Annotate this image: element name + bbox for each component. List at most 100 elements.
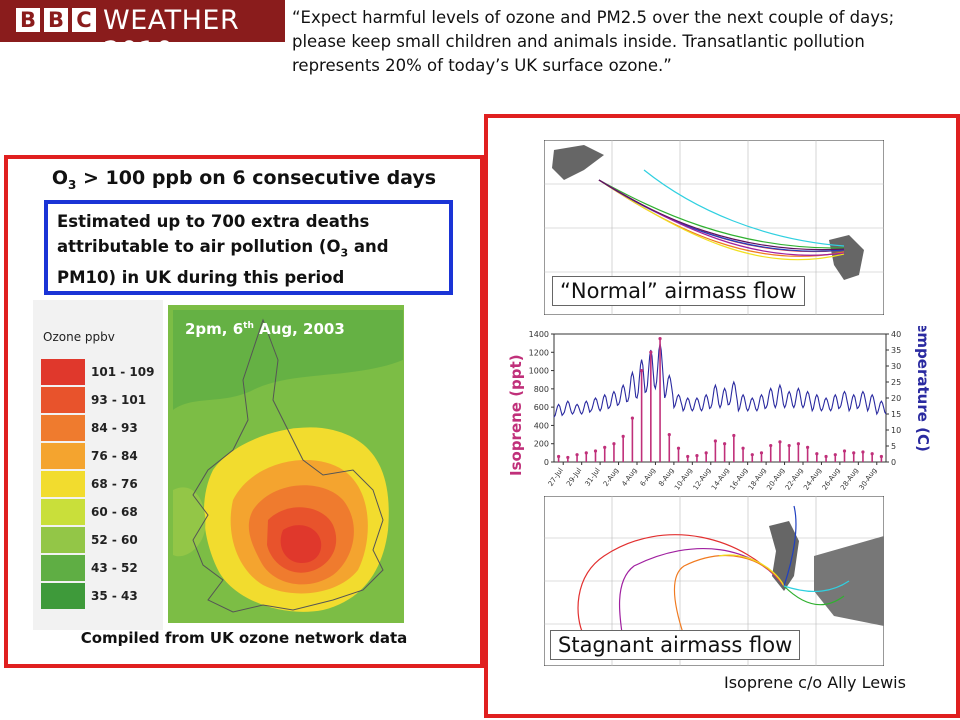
normal-flow-caption: “Normal” airmass flow [552, 276, 805, 306]
isoprene-point [603, 445, 607, 449]
deaths-text-b: and PM10) in UK during this period [57, 237, 389, 288]
isoprene-point [704, 451, 708, 455]
title-sub: 3 [68, 177, 77, 192]
logo-letter-b2: B [44, 8, 68, 32]
isoprene-point [815, 452, 819, 456]
isoprene-point [566, 455, 570, 460]
legend-row: 68 - 76 [41, 470, 154, 498]
legend-swatch [41, 387, 85, 413]
legend-label: 60 - 68 [91, 505, 138, 519]
isoprene-point [796, 442, 800, 446]
normal-trajectories [598, 169, 845, 261]
legend-swatch [41, 443, 85, 469]
x-tick-label: 16-Aug [728, 467, 749, 492]
x-tick-label: 8-Aug [657, 467, 675, 488]
isoprene-point [741, 446, 745, 450]
isoprene-point [649, 350, 653, 354]
airmass-panel: “Normal” airmass flow 0 200 400 600 800 1000 1… [484, 114, 960, 718]
isoprene-point [584, 451, 588, 455]
contour-43-52 [173, 310, 403, 410]
legend-swatch [41, 583, 85, 609]
deaths-text-sub: 3 [340, 246, 349, 260]
isoprene-point [658, 336, 662, 341]
y2-axis-label: Temperature (C) [914, 326, 932, 452]
logo-letter-b1: B [16, 8, 40, 32]
legend-label: 68 - 76 [91, 477, 138, 491]
x-tick-label: 6-Aug [639, 467, 657, 488]
isoprene-point [806, 445, 810, 449]
legend-swatch [41, 499, 85, 525]
x-tick-label: 10-Aug [673, 467, 694, 492]
y2-tick-label: 10 [891, 426, 901, 435]
isoprene-point [769, 443, 773, 448]
stagnant-trajectories [577, 505, 850, 647]
isoprene-point [778, 440, 782, 444]
isoprene-point [861, 450, 865, 454]
greenland-landmass [552, 145, 604, 180]
isoprene-point [713, 439, 717, 443]
x-tick-label: 18-Aug [747, 467, 768, 492]
logo-letter-c: C [72, 8, 96, 32]
isoprene-point [676, 446, 681, 450]
isoprene-credit: Isoprene c/o Ally Lewis [724, 673, 906, 692]
isoprene-point [575, 453, 579, 457]
legend-row: 60 - 68 [41, 498, 154, 526]
isoprene-point [686, 454, 690, 459]
isoprene-temperature-chart: 0 200 400 600 800 1000 1200 1400 0 5 10 15 20 25 30 35 4… [488, 314, 956, 506]
legend-label: 93 - 101 [91, 393, 147, 407]
x-tick-label: 30-Aug [858, 467, 879, 492]
contour-52-60 [173, 487, 206, 557]
legend-list: 101 - 109 93 - 101 84 - 93 76 - 84 68 - 76 60… [41, 358, 154, 610]
legend-swatch [41, 415, 85, 441]
isoprene-point [621, 434, 625, 438]
legend-row: 93 - 101 [41, 386, 154, 414]
isoprene-point [667, 432, 671, 437]
y2-tick-label: 25 [891, 378, 901, 387]
ozone-map: 2pm, 6th Aug, 2003 Ozone ppbv 101 - 109 9… [33, 300, 413, 630]
stagnant-flow-caption: Stagnant airmass flow [550, 630, 801, 660]
isoprene-point [842, 449, 847, 453]
y-tick-label: 0 [544, 458, 549, 467]
ozone-panel: O3 > 100 ppb on 6 consecutive days Estim… [4, 155, 484, 668]
title-rest: > 100 ppb on 6 consecutive days [76, 167, 437, 189]
x-tick-label: 26-Aug [821, 467, 842, 492]
x-tick-label: 27-Jul [547, 467, 565, 488]
x-tick-label: 28-Aug [839, 467, 860, 492]
y-tick-label: 800 [534, 385, 549, 394]
chart-svg: 0 200 400 600 800 1000 1200 1400 0 5 10 15 20 25 30 35 4… [507, 314, 932, 492]
y2-tick-label: 5 [891, 442, 896, 451]
x-tick-label: 12-Aug [692, 467, 713, 492]
x-tick-label: 4-Aug [620, 467, 638, 488]
x-tick-label: 2-Aug [602, 467, 620, 488]
legend-swatch [41, 471, 85, 497]
isoprene-point [824, 454, 828, 459]
y2-tick-label: 20 [891, 394, 901, 403]
x-tick-label: 29-Jul [565, 467, 583, 488]
legend-row: 101 - 109 [41, 358, 154, 386]
x-tick-label: 24-Aug [802, 467, 823, 492]
legend-label: 101 - 109 [91, 365, 155, 379]
x-tick-label: 31-Jul [584, 467, 602, 488]
isoprene-point [640, 368, 644, 373]
contour-101-109 [280, 525, 322, 564]
legend-swatch [41, 555, 85, 581]
legend-row: 52 - 60 [41, 526, 154, 554]
isoprene-point [750, 453, 754, 457]
legend-label: 52 - 60 [91, 533, 138, 547]
isoprene-point [787, 443, 791, 448]
deaths-text: Estimated up to 700 extra deaths attribu… [57, 209, 445, 290]
legend-swatch [41, 359, 85, 385]
deaths-text-a: Estimated up to 700 extra deaths attribu… [57, 212, 370, 256]
forecast-quote: “Expect harmful levels of ozone and PM2.… [292, 8, 895, 75]
y-tick-label: 600 [534, 403, 549, 412]
title-o: O [51, 167, 69, 189]
y-tick-label: 1200 [529, 348, 549, 357]
x-tick-label: 14-Aug [710, 467, 731, 492]
legend-row: 43 - 52 [41, 554, 154, 582]
map-date-label: 2pm, 6th Aug, 2003 [185, 320, 345, 338]
uk-landmass [829, 235, 864, 280]
legend-swatch [41, 527, 85, 553]
y2-tick-label: 30 [891, 362, 901, 371]
isoprene-point [879, 454, 883, 459]
ozone-title: O3 > 100 ppb on 6 consecutive days [8, 167, 480, 192]
